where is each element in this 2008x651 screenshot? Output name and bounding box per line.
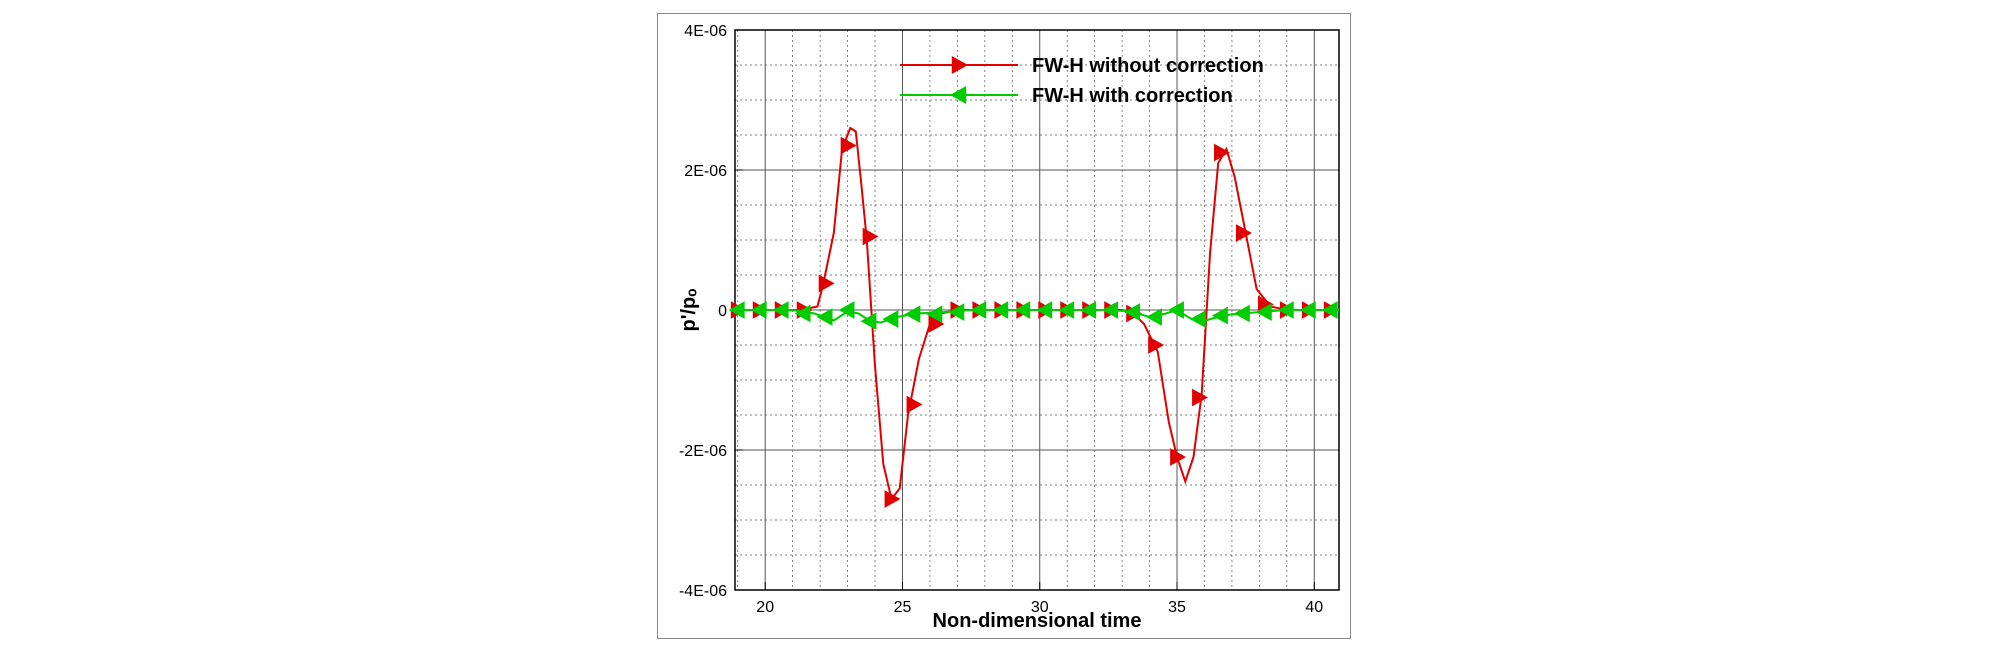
data-point (1255, 303, 1272, 321)
data-point (1148, 336, 1165, 354)
y-axis-title: p'/pₒ (678, 289, 700, 332)
legend: FW-H without correction FW-H with correc… (900, 55, 1264, 107)
y-tick-label: 4E-06 (684, 23, 727, 40)
y-tick-label: -4E-06 (679, 583, 727, 600)
data-point (948, 303, 965, 321)
series-lines (728, 126, 1340, 508)
x-tick-label: 40 (1305, 599, 1323, 616)
x-tick-label: 25 (894, 599, 912, 616)
data-point (928, 315, 945, 333)
data-point (772, 301, 789, 319)
figure-frame (657, 13, 1351, 639)
y-tick-label: 0 (718, 303, 727, 320)
x-tick-label: 20 (756, 599, 774, 616)
data-point (862, 227, 879, 246)
data-point (1321, 301, 1338, 319)
x-axis-title: Non-dimensional time (933, 610, 1142, 632)
data-point (1236, 224, 1252, 242)
y-tick-label: -2E-06 (679, 443, 727, 460)
legend-label-without-correction: FW-H without correction (1032, 55, 1264, 77)
data-point (1167, 301, 1184, 319)
data-point (906, 395, 923, 414)
data-point (728, 301, 745, 319)
x-tick-label: 35 (1168, 599, 1186, 616)
data-point (1080, 301, 1097, 319)
data-point (838, 301, 855, 319)
axis-ticks: 20 25 30 35 40 -4E-06 -2E-06 0 2E-06 4E-06 (679, 23, 1323, 616)
data-point (1299, 301, 1316, 319)
data-point (1058, 301, 1075, 319)
data-point (816, 308, 833, 326)
data-point (992, 301, 1009, 319)
data-point (882, 310, 899, 328)
data-point (840, 136, 857, 155)
legend-label-with-correction: FW-H with correction (1032, 85, 1233, 107)
data-point (750, 301, 767, 319)
legend-marker-with-correction (950, 86, 967, 104)
data-point (794, 304, 811, 323)
data-point (1146, 308, 1162, 326)
data-point (1014, 301, 1031, 319)
data-point (884, 490, 901, 508)
series-with-correction (728, 301, 1339, 331)
data-point (1189, 310, 1206, 328)
data-point (1211, 306, 1228, 325)
data-point (926, 305, 943, 324)
data-point (1277, 301, 1294, 319)
data-point (1036, 301, 1053, 319)
data-point (1102, 301, 1119, 319)
data-point (970, 301, 987, 319)
data-point (1214, 143, 1230, 162)
data-point (860, 312, 877, 331)
data-point (1124, 303, 1140, 321)
x-tick-label: 30 (1031, 599, 1049, 616)
data-point (1170, 448, 1187, 466)
data-point (1192, 388, 1209, 407)
y-tick-label: 2E-06 (684, 163, 727, 180)
data-point (818, 274, 835, 293)
data-point (1233, 304, 1250, 323)
data-point (904, 305, 921, 324)
legend-marker-without-correction (951, 56, 968, 74)
